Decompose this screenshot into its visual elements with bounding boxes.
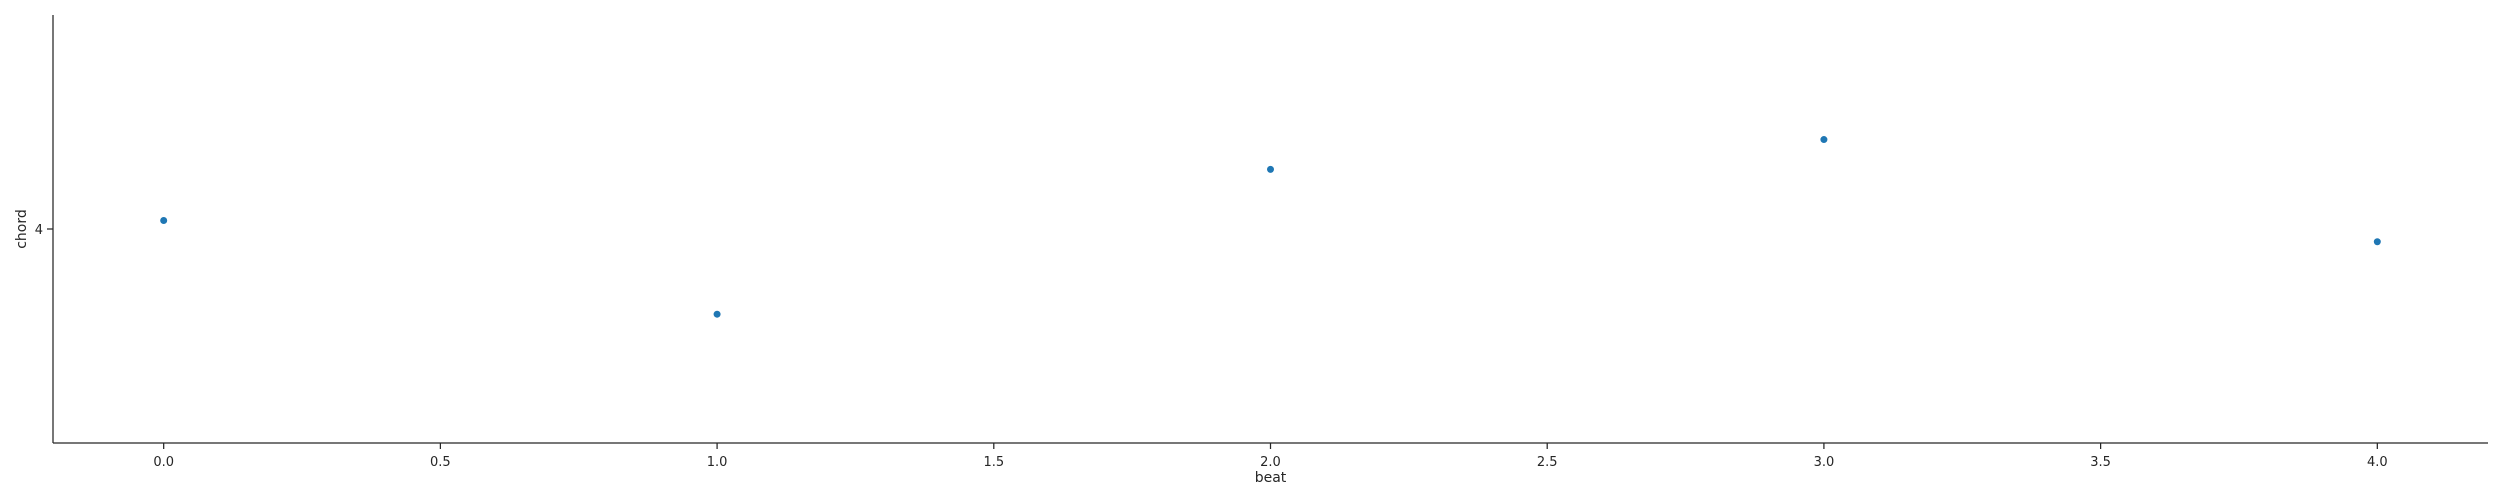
data-point <box>713 310 721 318</box>
x-tick-label: 1.5 <box>983 455 1004 470</box>
y-ticks: 4 <box>35 223 53 238</box>
y-axis-label: chord <box>14 209 30 249</box>
x-ticks: 0.0 0.5 1.0 1.5 2.0 2.5 3.0 3.5 4.0 <box>153 443 2388 470</box>
x-tick-label: 0.5 <box>430 455 451 470</box>
data-point <box>2373 238 2381 246</box>
x-tick-label: 4.0 <box>2367 455 2388 470</box>
data-point <box>1820 136 1828 144</box>
points-layer <box>160 136 2381 318</box>
x-tick-label: 1.0 <box>707 455 728 470</box>
data-point <box>160 216 168 224</box>
x-axis-label: beat <box>1255 470 1287 486</box>
data-point <box>1267 165 1274 173</box>
x-tick-label: 0.0 <box>153 455 174 470</box>
x-tick-label: 2.5 <box>1537 455 1558 470</box>
x-tick-label: 2.0 <box>1260 455 1281 470</box>
x-tick-label: 3.5 <box>2090 455 2111 470</box>
y-tick-label: 4 <box>35 223 43 238</box>
x-tick-label: 3.0 <box>1814 455 1835 470</box>
